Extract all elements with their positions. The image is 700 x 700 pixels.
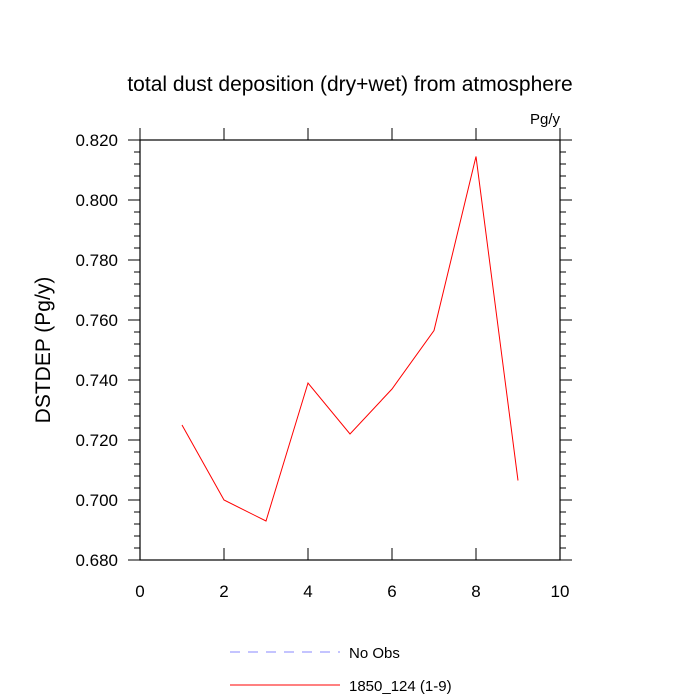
- x-tick-labels: 0 2 4 6 8 10: [135, 582, 569, 601]
- chart-title: total dust deposition (dry+wet) from atm…: [127, 73, 572, 96]
- x-tick-label: 4: [303, 582, 312, 601]
- y-tick-label: 0.680: [75, 551, 118, 570]
- series-layer: [181, 156, 519, 522]
- y-tick-label: 0.800: [75, 191, 118, 210]
- y-axis-label: DSTDEP (Pg/y): [32, 277, 55, 424]
- y-tick-label: 0.760: [75, 311, 118, 330]
- y-tick-label: 0.820: [75, 131, 118, 150]
- x-tick-label: 0: [135, 582, 144, 601]
- x-tick-label: 2: [219, 582, 228, 601]
- units-label: Pg/y: [530, 111, 561, 128]
- y-tick-label: 0.780: [75, 251, 118, 270]
- axis-ticks: [128, 128, 572, 561]
- legend: No Obs 1850_124 (1-9): [230, 645, 452, 695]
- legend-label: No Obs: [349, 645, 400, 662]
- y-tick-labels: 0.680 0.700 0.720 0.740 0.760 0.780 0.800 0.820: [75, 131, 118, 570]
- series-line: [181, 156, 519, 522]
- y-tick-label: 0.740: [75, 371, 118, 390]
- y-tick-label: 0.700: [75, 491, 118, 510]
- x-tick-label: 10: [551, 582, 570, 601]
- y-tick-label: 0.720: [75, 431, 118, 450]
- legend-label: 1850_124 (1-9): [349, 678, 452, 695]
- plot-frame: [139, 139, 561, 561]
- x-tick-label: 6: [387, 582, 396, 601]
- x-tick-label: 8: [471, 582, 480, 601]
